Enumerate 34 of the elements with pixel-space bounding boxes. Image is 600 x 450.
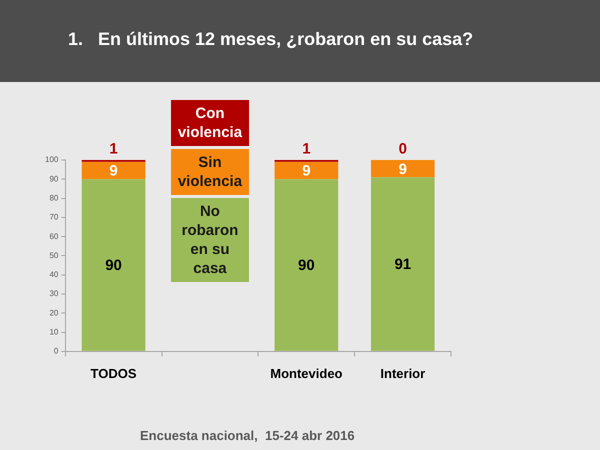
x-tick-label: Montevideo (270, 366, 343, 381)
data-label: 9 (302, 162, 311, 180)
y-tick-label: 10 (49, 327, 59, 336)
y-tick-label: 70 (49, 212, 59, 222)
y-tick-label: 20 (49, 308, 59, 318)
y-tick-label: 60 (49, 232, 59, 241)
bar (82, 162, 146, 180)
data-label: 0 (398, 140, 407, 158)
data-label: 9 (398, 160, 407, 178)
y-tick-label: 50 (49, 250, 59, 260)
x-tick-label: TODOS (90, 366, 137, 381)
y-tick-label: 30 (49, 289, 59, 298)
data-label: 9 (109, 162, 118, 180)
bar (82, 179, 146, 351)
text: Con violencia (170, 100, 249, 146)
data-label: 1 (302, 140, 311, 158)
text: Encuesta nacional, 15-24 abr 2016 (140, 428, 355, 443)
bar (274, 179, 338, 351)
y-tick-label: 80 (49, 193, 59, 202)
y-tick-label: 40 (49, 270, 59, 280)
data-label: 90 (105, 257, 122, 274)
y-tick-label: 100 (44, 155, 59, 164)
data-label: 1 (109, 140, 118, 158)
bar (370, 160, 435, 178)
bar (370, 177, 435, 351)
y-tick-label: 90 (49, 174, 59, 184)
x-tick-label: Interior (380, 366, 426, 381)
bar (274, 162, 338, 180)
data-label: 90 (298, 257, 315, 274)
chart-title: 1. En últimos 12 meses, ¿robaron en su casa? (68, 29, 474, 50)
data-label: 91 (394, 256, 412, 274)
y-tick-label: 0 (54, 346, 59, 356)
text: Sin violencia (170, 149, 249, 195)
text: No robaron en su casa (170, 198, 249, 282)
